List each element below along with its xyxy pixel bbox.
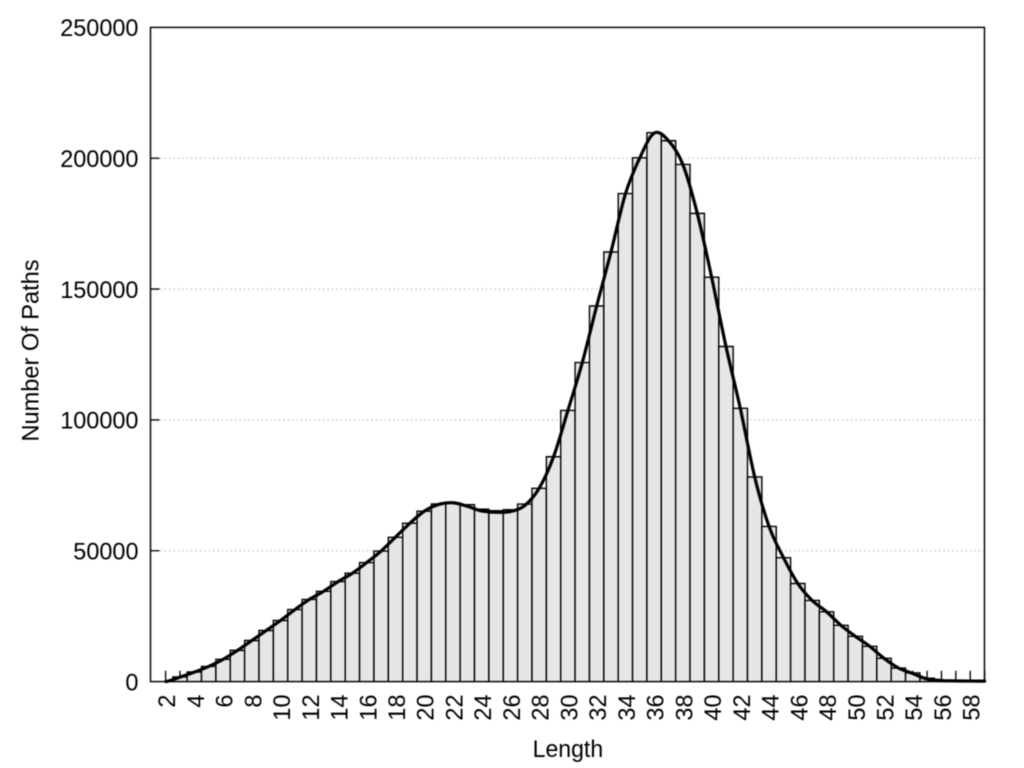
svg-text:32: 32 <box>585 695 612 721</box>
svg-text:34: 34 <box>614 695 641 721</box>
svg-text:36: 36 <box>643 695 670 721</box>
svg-text:48: 48 <box>815 695 842 721</box>
svg-text:50: 50 <box>844 695 871 721</box>
svg-text:30: 30 <box>556 695 583 721</box>
svg-text:200000: 200000 <box>60 146 138 173</box>
svg-text:16: 16 <box>355 695 382 721</box>
svg-text:10: 10 <box>269 695 296 721</box>
svg-text:42: 42 <box>729 695 756 721</box>
svg-text:46: 46 <box>786 695 813 721</box>
svg-text:44: 44 <box>758 695 785 721</box>
svg-text:100000: 100000 <box>60 408 138 435</box>
svg-text:38: 38 <box>671 695 698 721</box>
svg-text:2: 2 <box>154 695 181 708</box>
svg-text:Number Of Paths: Number Of Paths <box>18 260 45 442</box>
svg-text:28: 28 <box>528 695 555 721</box>
svg-text:52: 52 <box>873 695 900 721</box>
svg-text:14: 14 <box>327 695 354 721</box>
svg-text:40: 40 <box>700 695 727 721</box>
svg-text:50000: 50000 <box>73 539 138 566</box>
svg-text:8: 8 <box>240 695 267 708</box>
svg-text:54: 54 <box>901 695 928 721</box>
svg-text:150000: 150000 <box>60 277 138 304</box>
svg-text:4: 4 <box>183 695 210 708</box>
svg-text:Length: Length <box>533 736 604 763</box>
svg-text:58: 58 <box>959 695 986 721</box>
svg-text:56: 56 <box>930 695 957 721</box>
svg-text:26: 26 <box>499 695 526 721</box>
svg-text:250000: 250000 <box>60 15 138 42</box>
svg-text:12: 12 <box>298 695 325 721</box>
svg-text:22: 22 <box>442 695 469 721</box>
svg-text:0: 0 <box>125 669 138 696</box>
svg-text:24: 24 <box>470 695 497 721</box>
svg-text:18: 18 <box>384 695 411 721</box>
svg-text:20: 20 <box>413 695 440 721</box>
svg-text:6: 6 <box>212 695 239 708</box>
